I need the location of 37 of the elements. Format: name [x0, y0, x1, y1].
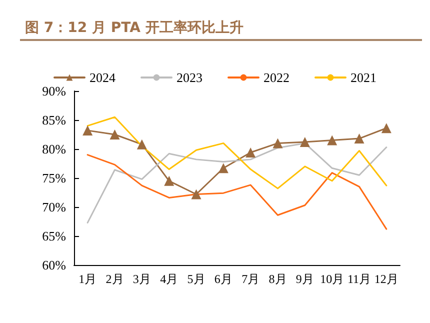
y-tick-label: 85% [42, 112, 66, 128]
point [82, 125, 93, 136]
point [110, 130, 120, 140]
legend-label: 2024 [90, 70, 116, 85]
y-tick-label: 70% [42, 200, 66, 214]
x-tick-label: 3月 [132, 272, 151, 286]
x-tick-label: 2月 [106, 272, 124, 286]
point [136, 139, 147, 150]
y-tick-label: 75% [42, 170, 66, 186]
point [381, 123, 392, 134]
x-tick-label: 4月 [160, 272, 178, 286]
x-tick-label: 8月 [268, 272, 287, 286]
x-tick-label: 1月 [78, 272, 97, 286]
line-series [86, 154, 388, 230]
x-tick-label: 12月 [374, 272, 398, 286]
y-tick-label: 90% [42, 84, 66, 98]
point [272, 138, 283, 148]
chart-title: 图 7：12 月 PTA 开工率环比上升 [25, 19, 244, 36]
x-tick-label: 10月 [320, 272, 344, 286]
point [354, 134, 364, 144]
y-tick-label: 80% [42, 142, 66, 156]
point [191, 189, 202, 200]
point [327, 135, 338, 146]
x-tick-label: 6月 [214, 272, 232, 286]
x-tick-label: 5月 [187, 272, 206, 286]
x-tick-label: 7月 [242, 272, 260, 286]
point [246, 147, 256, 158]
legend-label: 2023 [176, 70, 202, 85]
point [164, 176, 174, 186]
point [300, 137, 310, 148]
x-tick-label: 9月 [296, 272, 314, 286]
y-tick-label: 60% [42, 258, 66, 272]
x-tick-label: 11月 [347, 272, 372, 286]
y-tick-label: 65% [42, 228, 66, 244]
legend-label: 2022 [264, 70, 290, 85]
point [218, 163, 228, 174]
legend-label: 2021 [350, 70, 376, 85]
